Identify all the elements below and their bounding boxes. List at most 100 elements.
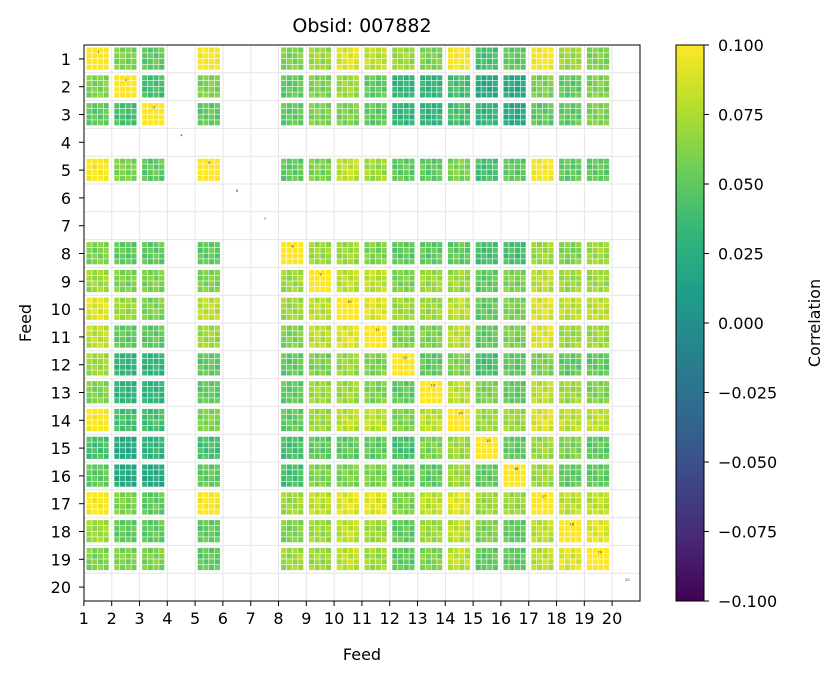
heatmap-cell xyxy=(336,325,359,348)
heatmap-cell xyxy=(531,103,554,126)
y-tick-label: 1 xyxy=(61,50,71,69)
heatmap-cell xyxy=(420,158,443,181)
heatmap-cell xyxy=(281,436,304,459)
heatmap-cell xyxy=(420,520,443,543)
y-tick-label: 18 xyxy=(51,523,71,542)
y-tick-label: 20 xyxy=(51,578,71,597)
heatmap-cell xyxy=(308,297,332,320)
heatmap-cell xyxy=(281,520,304,543)
heatmap-cell xyxy=(447,520,471,543)
heatmap-cell xyxy=(281,325,304,348)
heatmap-cell xyxy=(392,520,415,543)
heatmap-cell xyxy=(364,269,387,293)
diagonal-label: 8 xyxy=(292,245,294,249)
heatmap-cell xyxy=(364,436,387,459)
diagonal-label: 12 xyxy=(403,356,407,360)
heatmap-cell xyxy=(336,436,359,459)
heatmap-cell xyxy=(364,242,387,265)
heatmap-cell xyxy=(392,75,415,98)
heatmap-cell xyxy=(447,47,471,70)
heatmap-cell xyxy=(503,242,526,265)
heatmap-cell xyxy=(475,547,498,571)
heatmap-cell xyxy=(503,381,526,404)
diagonal-label: 4 xyxy=(180,133,183,137)
y-tick-label: 9 xyxy=(61,272,71,291)
heatmap-cell xyxy=(392,269,415,293)
heatmap-cell xyxy=(447,547,471,571)
x-tick-label: 14 xyxy=(435,609,455,628)
heatmap-cell xyxy=(197,520,220,543)
heatmap-cell xyxy=(586,464,610,487)
heatmap-cell xyxy=(86,75,109,98)
heatmap-cell xyxy=(475,464,498,487)
heatmap-cell xyxy=(86,297,109,320)
heatmap-cell xyxy=(86,158,109,181)
heatmap-cell xyxy=(475,269,498,293)
heatmap-cell xyxy=(197,158,220,181)
heatmap-cell xyxy=(559,381,582,404)
heatmap-cell xyxy=(281,158,304,181)
heatmap-cell xyxy=(142,242,165,265)
heatmap-cell xyxy=(392,408,415,432)
heatmap-cell xyxy=(336,47,359,70)
heatmap-cell xyxy=(86,408,109,432)
x-tick-label: 15 xyxy=(463,609,483,628)
heatmap-cell xyxy=(142,408,165,432)
heatmap-cell xyxy=(114,353,137,376)
heatmap-cell xyxy=(114,492,137,515)
diagonal-label: 3 xyxy=(153,106,155,110)
y-axis-label: Feed xyxy=(16,304,35,342)
heatmap-cell xyxy=(308,436,332,459)
heatmap-cell xyxy=(197,408,220,432)
heatmap-cell xyxy=(336,242,359,265)
heatmap-cell xyxy=(586,408,610,432)
heatmap-cell xyxy=(503,75,526,98)
heatmap-cell xyxy=(447,103,471,126)
heatmap-cell xyxy=(364,75,387,98)
heatmap-cell xyxy=(336,353,359,376)
heatmap-cell xyxy=(114,47,137,70)
heatmap-cell xyxy=(86,547,109,571)
heatmap-cell xyxy=(531,547,554,571)
heatmap-cell xyxy=(281,47,304,70)
heatmap-cell xyxy=(531,520,554,543)
grid-lines xyxy=(84,45,640,601)
heatmap-cell xyxy=(336,269,359,293)
heatmap-cell xyxy=(197,464,220,487)
heatmap-cell xyxy=(142,269,165,293)
diagonal-label: 6 xyxy=(236,189,238,193)
heatmap-cell xyxy=(586,353,610,376)
heatmap-cell xyxy=(142,464,165,487)
heatmap-cell xyxy=(447,464,471,487)
y-tick-label: 4 xyxy=(61,133,71,152)
heatmap-cell xyxy=(308,520,332,543)
heatmap-cell xyxy=(281,75,304,98)
heatmap-cell xyxy=(559,353,582,376)
x-tick-label: 8 xyxy=(273,609,283,628)
heatmap-cell xyxy=(308,325,332,348)
heatmap-cell xyxy=(364,408,387,432)
heatmap-cell xyxy=(114,158,137,181)
x-tick-label: 12 xyxy=(380,609,400,628)
heatmap-cell xyxy=(531,242,554,265)
heatmap-cell xyxy=(503,492,526,515)
x-tick-label: 13 xyxy=(407,609,427,628)
heatmap-cell xyxy=(559,242,582,265)
heatmap-cell xyxy=(114,325,137,348)
heatmap-cell xyxy=(531,75,554,98)
x-tick-label: 3 xyxy=(134,609,144,628)
heatmap-cell xyxy=(308,492,332,515)
diagonal-label: 16 xyxy=(514,467,518,471)
heatmap-cell xyxy=(586,158,610,181)
diagonal-label: 10 xyxy=(347,300,351,304)
heatmap-cell xyxy=(114,103,137,126)
y-tick-label: 19 xyxy=(51,550,71,569)
heatmap-cell xyxy=(281,103,304,126)
heatmap-cell xyxy=(447,381,471,404)
heatmap-cell xyxy=(531,158,554,181)
heatmap-cell xyxy=(336,381,359,404)
heatmap-cell xyxy=(364,103,387,126)
heatmap-cell xyxy=(114,269,137,293)
